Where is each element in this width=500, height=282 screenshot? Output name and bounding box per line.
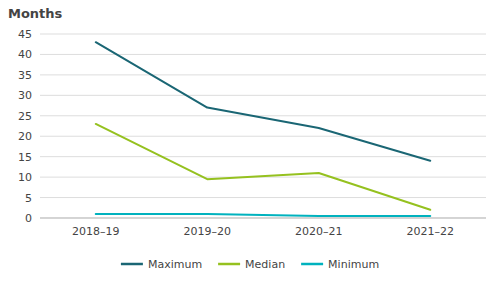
grid [40, 34, 486, 218]
legend-item: Minimum [301, 258, 379, 271]
x-axis-line [40, 218, 486, 219]
grid-line [40, 218, 486, 219]
grid-line [40, 136, 486, 137]
y-tick-label: 20 [18, 130, 32, 143]
y-tick-label: 40 [18, 48, 32, 61]
grid-line [40, 197, 486, 198]
legend-item: Maximum [121, 258, 202, 271]
y-tick-label: 10 [18, 171, 32, 184]
grid-line [40, 34, 486, 35]
y-tick-label: 25 [18, 110, 32, 123]
y-tick-label: 15 [18, 151, 32, 164]
grid-line [40, 74, 486, 75]
y-tick-label: 30 [18, 89, 32, 102]
y-tick-label: 35 [18, 69, 32, 82]
x-tick-label: 2020–21 [295, 225, 343, 238]
legend-label: Median [245, 258, 285, 271]
x-tick-label: 2018–19 [72, 225, 120, 238]
x-tick-label: 2021–22 [407, 225, 455, 238]
lines [96, 42, 431, 216]
grid-line [40, 54, 486, 55]
chart: Months 0 5 10 15 20 25 30 35 40 45 2018–19 2019–20 20… [0, 0, 500, 282]
legend: Maximum Median Minimum [121, 258, 379, 271]
legend-swatch [301, 263, 323, 266]
series-line [96, 42, 431, 161]
legend-swatch [218, 263, 240, 266]
x-tick-label: 2019–20 [184, 225, 232, 238]
y-axis-label: Months [8, 6, 63, 21]
grid-line [40, 95, 486, 96]
grid-line [40, 115, 486, 116]
y-tick-label: 45 [18, 28, 32, 41]
legend-swatch [121, 263, 143, 266]
y-tick-label: 0 [25, 212, 32, 225]
series-line [96, 214, 431, 216]
series-line [96, 124, 431, 210]
legend-item: Median [218, 258, 285, 271]
legend-label: Maximum [148, 258, 202, 271]
y-tick-label: 5 [25, 192, 32, 205]
legend-label: Minimum [328, 258, 379, 271]
